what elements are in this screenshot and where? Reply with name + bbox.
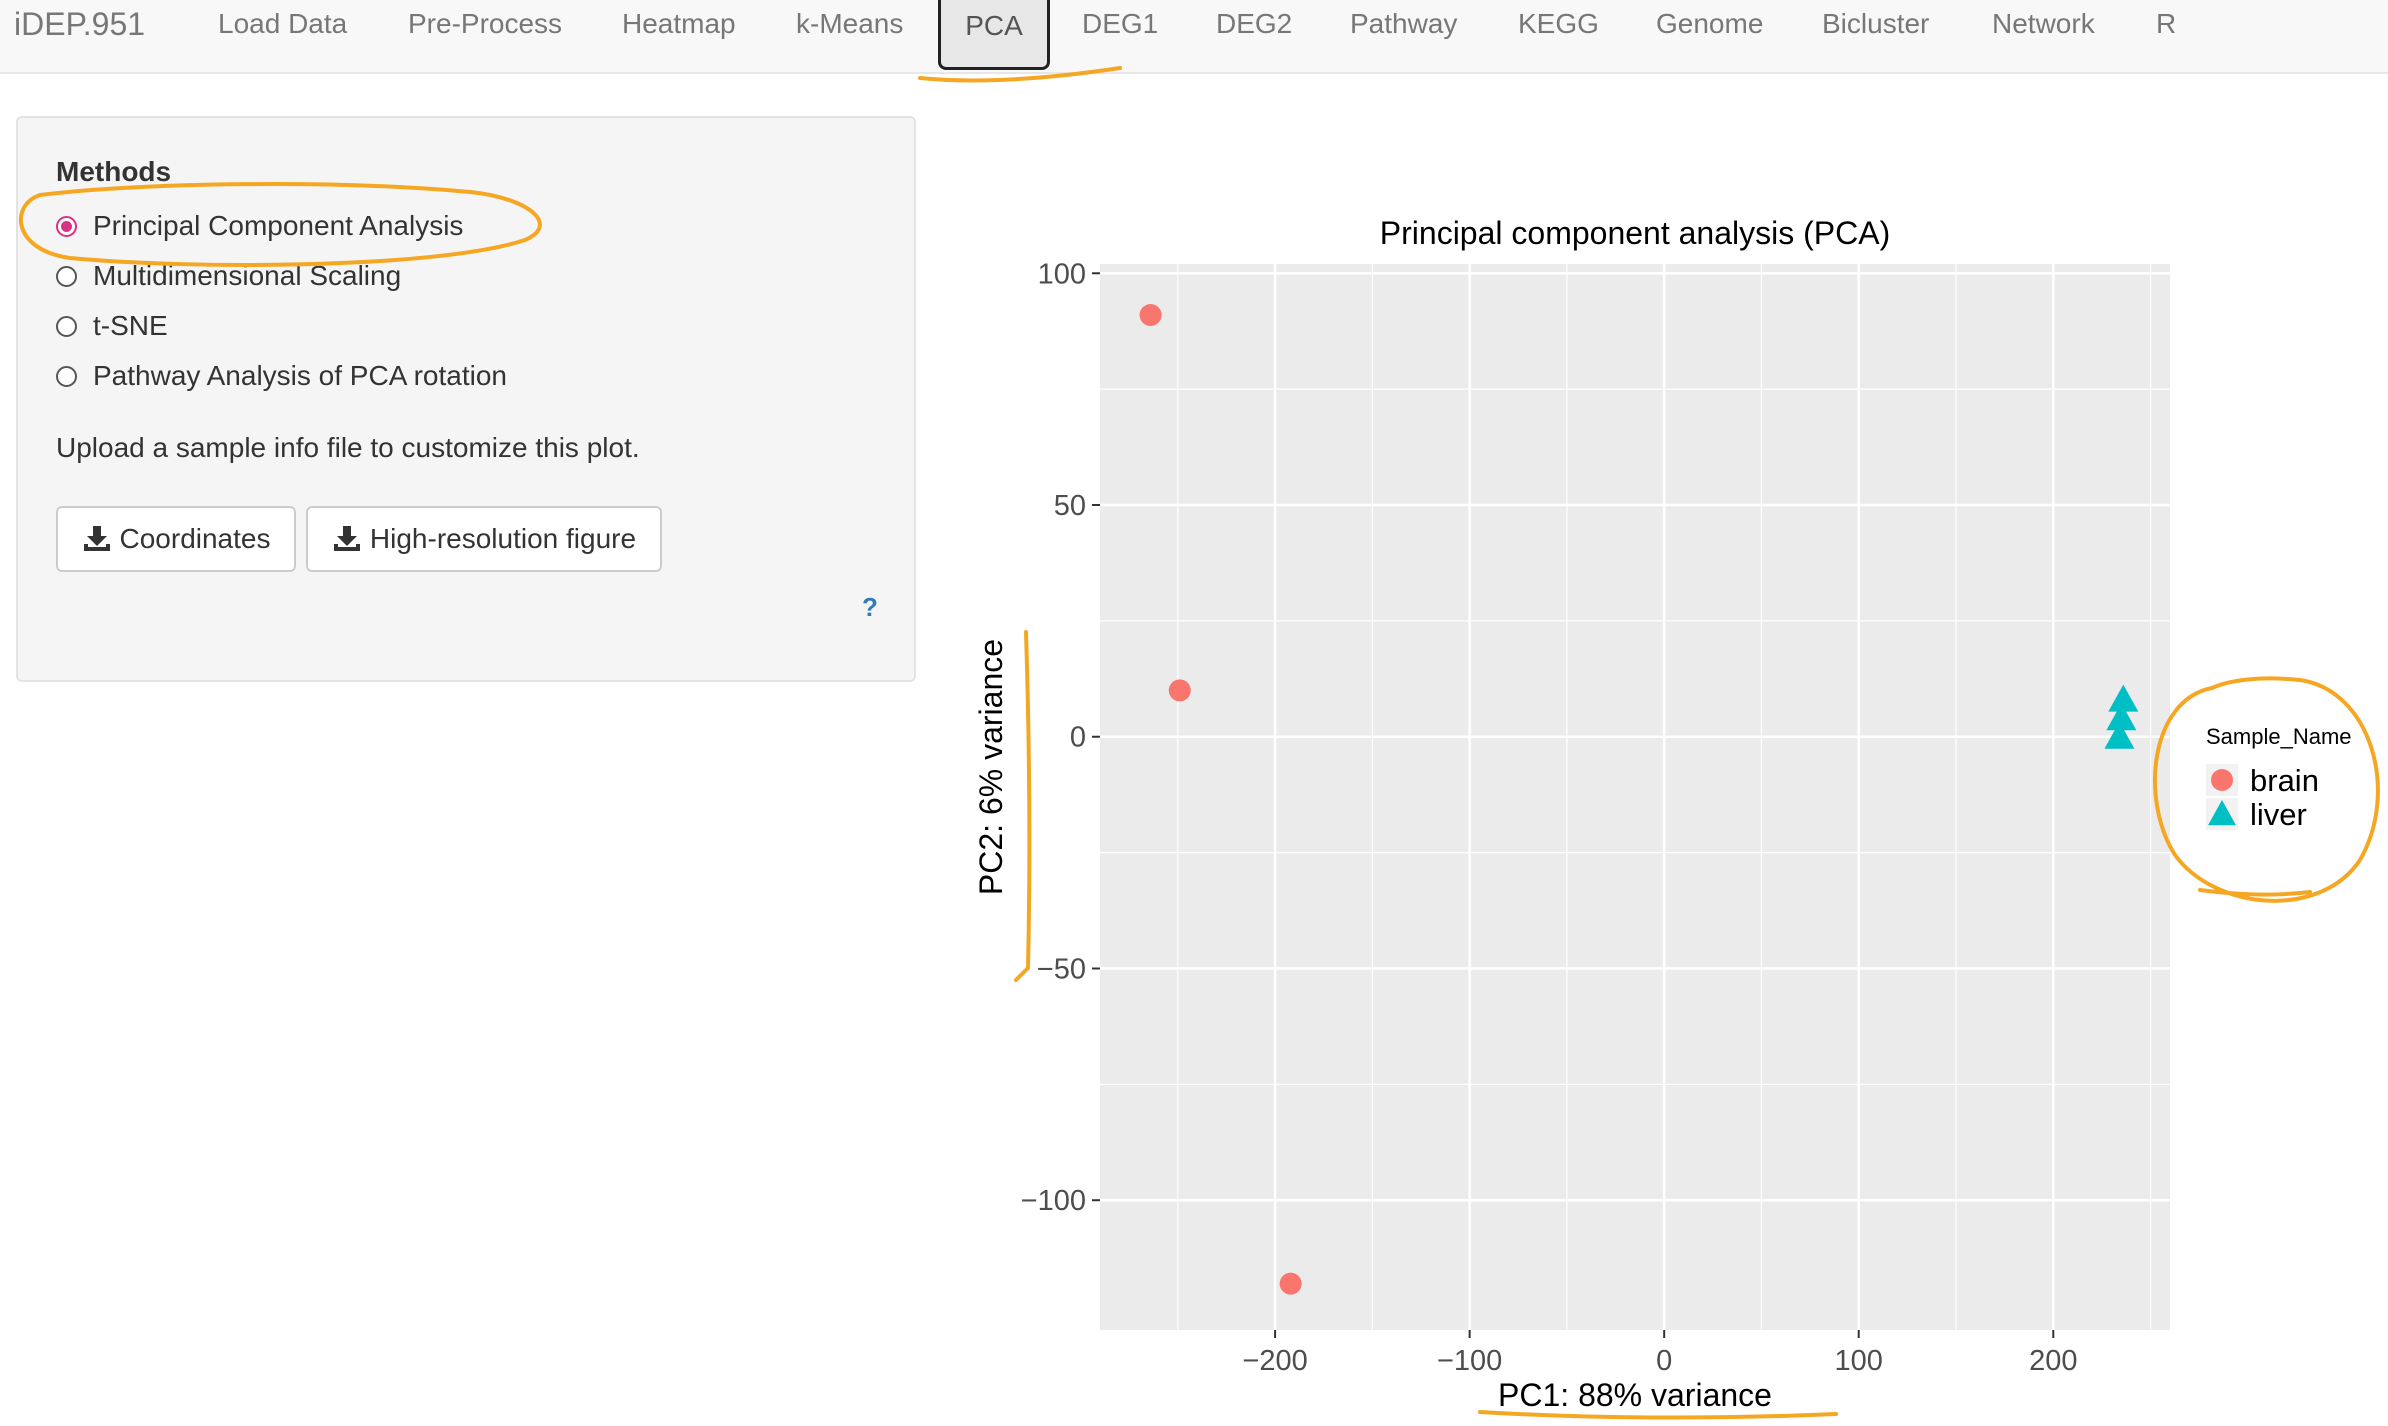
tab-pathway[interactable]: Pathway xyxy=(1350,8,1458,39)
radio-button-pca[interactable] xyxy=(56,215,77,237)
data-point-brain xyxy=(1168,679,1191,702)
radio-option-pathway-pca[interactable]: Pathway Analysis of PCA rotation xyxy=(56,356,507,396)
radio-label-pathway-pca: Pathway Analysis of PCA rotation xyxy=(93,360,507,391)
data-point-liver xyxy=(2108,684,2139,712)
top-navbar: iDEP.951 Load Data Pre-Process Heatmap k… xyxy=(0,0,2388,74)
y-axis-label: PC2: 6% variance xyxy=(973,639,1009,895)
tab-deg2[interactable]: DEG2 xyxy=(1216,8,1293,39)
y-tick-label: 50 xyxy=(1054,490,1086,522)
radio-option-tsne[interactable]: t-SNE xyxy=(56,306,168,346)
radio-button-tsne[interactable] xyxy=(56,315,77,337)
x-tick-label: −100 xyxy=(1437,1345,1502,1377)
chart-title: Principal component analysis (PCA) xyxy=(1380,215,1890,251)
y-tick-label: −50 xyxy=(1037,953,1086,985)
tab-pre-process[interactable]: Pre-Process xyxy=(408,8,563,39)
radio-button-mds[interactable] xyxy=(56,265,77,287)
radio-label-pca: Principal Component Analysis xyxy=(93,210,464,241)
download-icon xyxy=(83,526,110,551)
data-point-brain xyxy=(1139,303,1162,326)
tab-deg1[interactable]: DEG1 xyxy=(1082,8,1159,39)
radio-label-tsne: t-SNE xyxy=(93,310,168,341)
upload-hint-text: Upload a sample info file to customize t… xyxy=(56,432,640,463)
download-icon xyxy=(333,526,360,551)
tab-pca[interactable]: PCA xyxy=(938,0,1050,70)
y-tick-label: 100 xyxy=(1038,258,1086,290)
x-tick-label: 100 xyxy=(1835,1345,1883,1377)
app-brand[interactable]: iDEP.951 xyxy=(14,6,146,42)
methods-label: Methods xyxy=(56,156,172,187)
radio-label-mds: Multidimensional Scaling xyxy=(93,260,402,291)
radio-button-pathway-pca[interactable] xyxy=(56,365,77,387)
y-tick-label: 0 xyxy=(1070,722,1086,754)
tab-network[interactable]: Network xyxy=(1992,8,2095,39)
x-tick-label: 0 xyxy=(1656,1345,1672,1377)
tab-heatmap[interactable]: Heatmap xyxy=(622,8,736,39)
legend-label-brain: brain xyxy=(2250,763,2319,798)
legend-key-brain xyxy=(2211,769,2233,791)
high-res-button-label: High-resolution figure xyxy=(369,523,637,554)
y-tick-label: −100 xyxy=(1021,1185,1086,1217)
legend-title: Sample_Name xyxy=(2206,724,2352,749)
x-tick-label: 200 xyxy=(2029,1345,2077,1377)
coordinates-button-label: Coordinates xyxy=(119,523,271,554)
tab-bicluster[interactable]: Bicluster xyxy=(1822,8,1930,39)
data-point-liver xyxy=(2104,721,2135,749)
tab-load-data[interactable]: Load Data xyxy=(218,8,348,39)
sidebar-panel: Methods Principal Component Analysis Mul… xyxy=(16,116,916,682)
radio-option-mds[interactable]: Multidimensional Scaling xyxy=(56,256,401,296)
legend-label-liver: liver xyxy=(2250,797,2307,832)
radio-option-pca[interactable]: Principal Component Analysis xyxy=(56,206,463,246)
coordinates-download-button[interactable]: Coordinates xyxy=(56,506,296,572)
pca-scatter-plot: −200 −100 0 100 200 100 50 0 −50 −100 Principal co… xyxy=(973,215,2352,1413)
tab-genome[interactable]: Genome xyxy=(1656,8,1764,39)
plot-panel xyxy=(1100,264,2170,1330)
x-axis-label: PC1: 88% variance xyxy=(1498,1377,1772,1413)
tab-kegg[interactable]: KEGG xyxy=(1518,8,1599,39)
x-tick-label: −200 xyxy=(1242,1345,1307,1377)
help-icon[interactable]: ? xyxy=(862,592,878,622)
tab-k-means[interactable]: k-Means xyxy=(796,8,904,39)
high-res-figure-download-button[interactable]: High-resolution figure xyxy=(306,506,662,572)
data-point-brain xyxy=(1279,1272,1302,1295)
data-point-liver xyxy=(2106,703,2137,731)
tab-r[interactable]: R xyxy=(2156,8,2177,39)
